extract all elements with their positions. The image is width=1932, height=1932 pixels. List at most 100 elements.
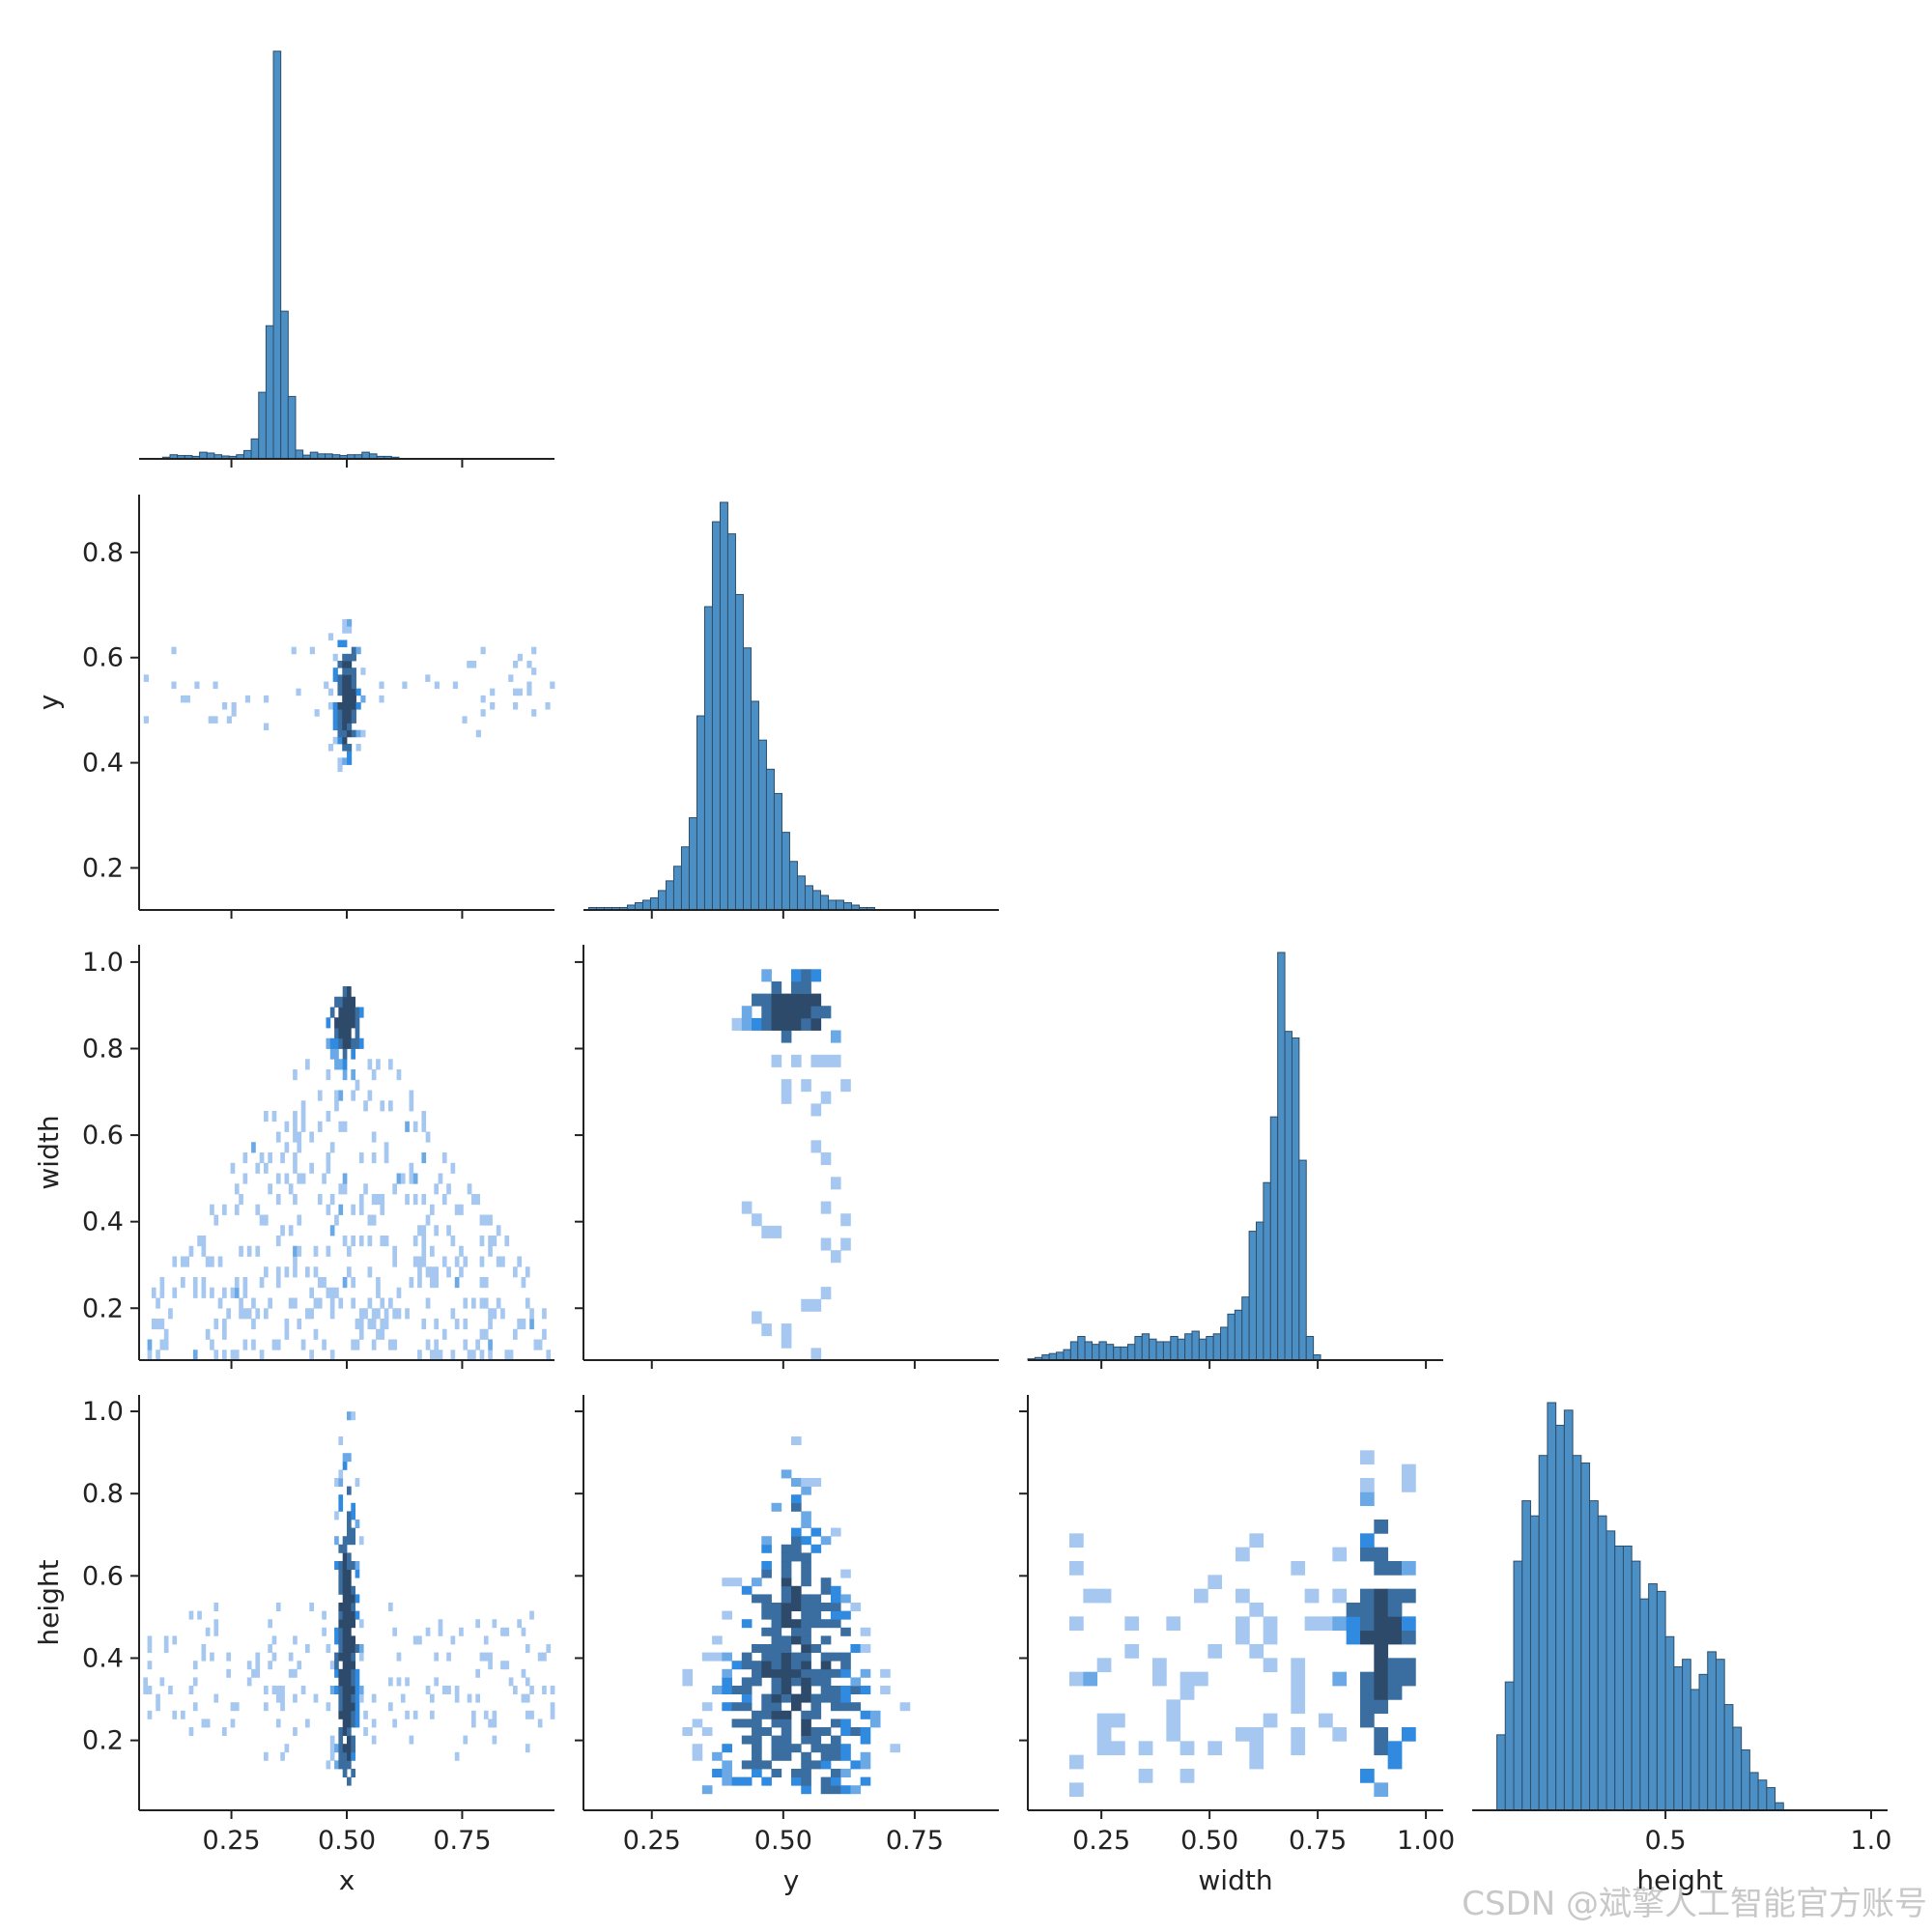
heatmap-bin [194,681,200,690]
heatmap-bin [338,1183,344,1195]
heatmap-bin [480,709,486,717]
heatmap-bin [332,653,338,662]
heatmap-bin [188,1727,194,1736]
heatmap-bin [1291,1741,1306,1756]
heatmap-bin [1083,1588,1098,1604]
heatmap-bin [820,1635,832,1645]
heatmap-bin [322,1277,327,1289]
heatmap-bin [360,695,366,703]
heatmap-bin [517,1319,522,1330]
heatmap-bin [791,1006,802,1019]
heatmap-bin [329,1661,335,1670]
histogram-bar [1748,1772,1759,1811]
heatmap-bin [314,709,320,717]
heatmap-bin [384,1152,389,1164]
heatmap-bin [338,1436,344,1445]
heatmap-bin [222,1204,227,1215]
heatmap-bin [275,1236,281,1247]
heatmap-bin [412,1194,418,1206]
heatmap-bin [342,1552,348,1562]
histogram-bar [796,875,806,911]
heatmap-bin [771,1610,782,1620]
heatmap-bin [830,1054,841,1067]
heatmap-bin [791,1619,802,1629]
heatmap-bin [771,1054,782,1067]
heatmap-bin [355,1028,360,1039]
heatmap-bin [488,1719,493,1728]
heatmap-bin [722,1610,732,1620]
heatmap-bin [801,1686,811,1694]
heatmap-bin [293,1162,298,1174]
heatmap-bin [242,1339,248,1350]
heatmap-bin [239,1297,243,1309]
heatmap-bin [1096,1658,1112,1673]
axes-width-x: 0.2 0.4 0.6 0.8 1.0 width [33,945,554,1369]
heatmap-bin [358,1037,364,1049]
heatmap-bin [417,1256,422,1267]
heatmap-bin [801,980,811,994]
axes-width-width [1028,1359,1443,1369]
heatmap-bin [761,1702,772,1712]
heatmap-bin [347,757,353,765]
heatmap-bin [801,1006,811,1019]
heatmap-bin [255,1661,261,1670]
heatmap-bin [830,1619,841,1629]
heatmap-bin [441,1256,447,1267]
heatmap-bin [309,646,315,655]
heatmap-bin [405,1710,410,1719]
heatmap-bin [342,1652,348,1662]
heatmap-bin [268,1644,272,1653]
heatmap-bin [338,1204,344,1215]
heatmap-bin [1360,1699,1375,1715]
heatmap-bin [488,1214,493,1226]
heatmap-bin [360,668,366,675]
heatmap-bin [492,1719,497,1728]
histogram-bar [1547,1402,1557,1811]
heatmap-bin [355,1037,360,1049]
heatmap-bin [722,1668,732,1678]
heatmap-bin [326,1287,331,1298]
histogram-bar [1305,1335,1315,1361]
heatmap-bin [513,1328,518,1340]
heatmap-bin [752,1017,762,1031]
heatmap-bin [761,1693,772,1703]
histogram-bar [765,768,775,911]
heatmap-bin [820,1536,832,1546]
heatmap-bin [342,688,348,696]
heatmap-bin [521,1668,526,1678]
heatmap-bin [438,1173,443,1184]
heatmap-bin [338,1710,344,1719]
heatmap-bin [347,1594,352,1604]
heatmap-bin [371,1319,377,1330]
heatmap-bin [342,1236,348,1247]
heatmap-bin [496,1225,501,1236]
heatmap-bin [329,1225,335,1236]
heatmap-bin [284,1744,290,1753]
heatmap-bin [347,1037,352,1049]
heatmap-bin [860,1710,871,1719]
heatmap-bin [434,1652,439,1662]
heatmap-bin [771,1710,782,1719]
heatmap-bin [326,1017,331,1029]
heatmap-bin [752,1668,762,1678]
heatmap-bin [521,1277,526,1289]
heatmap-bin [483,1328,489,1340]
heatmap-bin [492,1710,497,1719]
heatmap-bin [347,1552,352,1562]
heatmap-bin [810,1677,822,1687]
heatmap-bin [450,1635,456,1645]
heatmap-bin [446,1266,451,1278]
heatmap-bin [337,661,343,668]
heatmap-bin [682,1677,694,1687]
y-tick-label: 0.2 [82,853,124,883]
heatmap-bin [1402,1561,1416,1576]
heatmap-bin [305,1308,310,1320]
heatmap-bin [338,1478,344,1487]
heatmap-bin [371,1069,377,1081]
heatmap-bin [771,1644,782,1653]
heatmap-bin [338,1544,344,1553]
heatmap-bin [332,736,338,745]
heatmap-bin [850,1760,862,1770]
heatmap-bin [351,1644,355,1653]
histogram-bar [726,533,736,911]
